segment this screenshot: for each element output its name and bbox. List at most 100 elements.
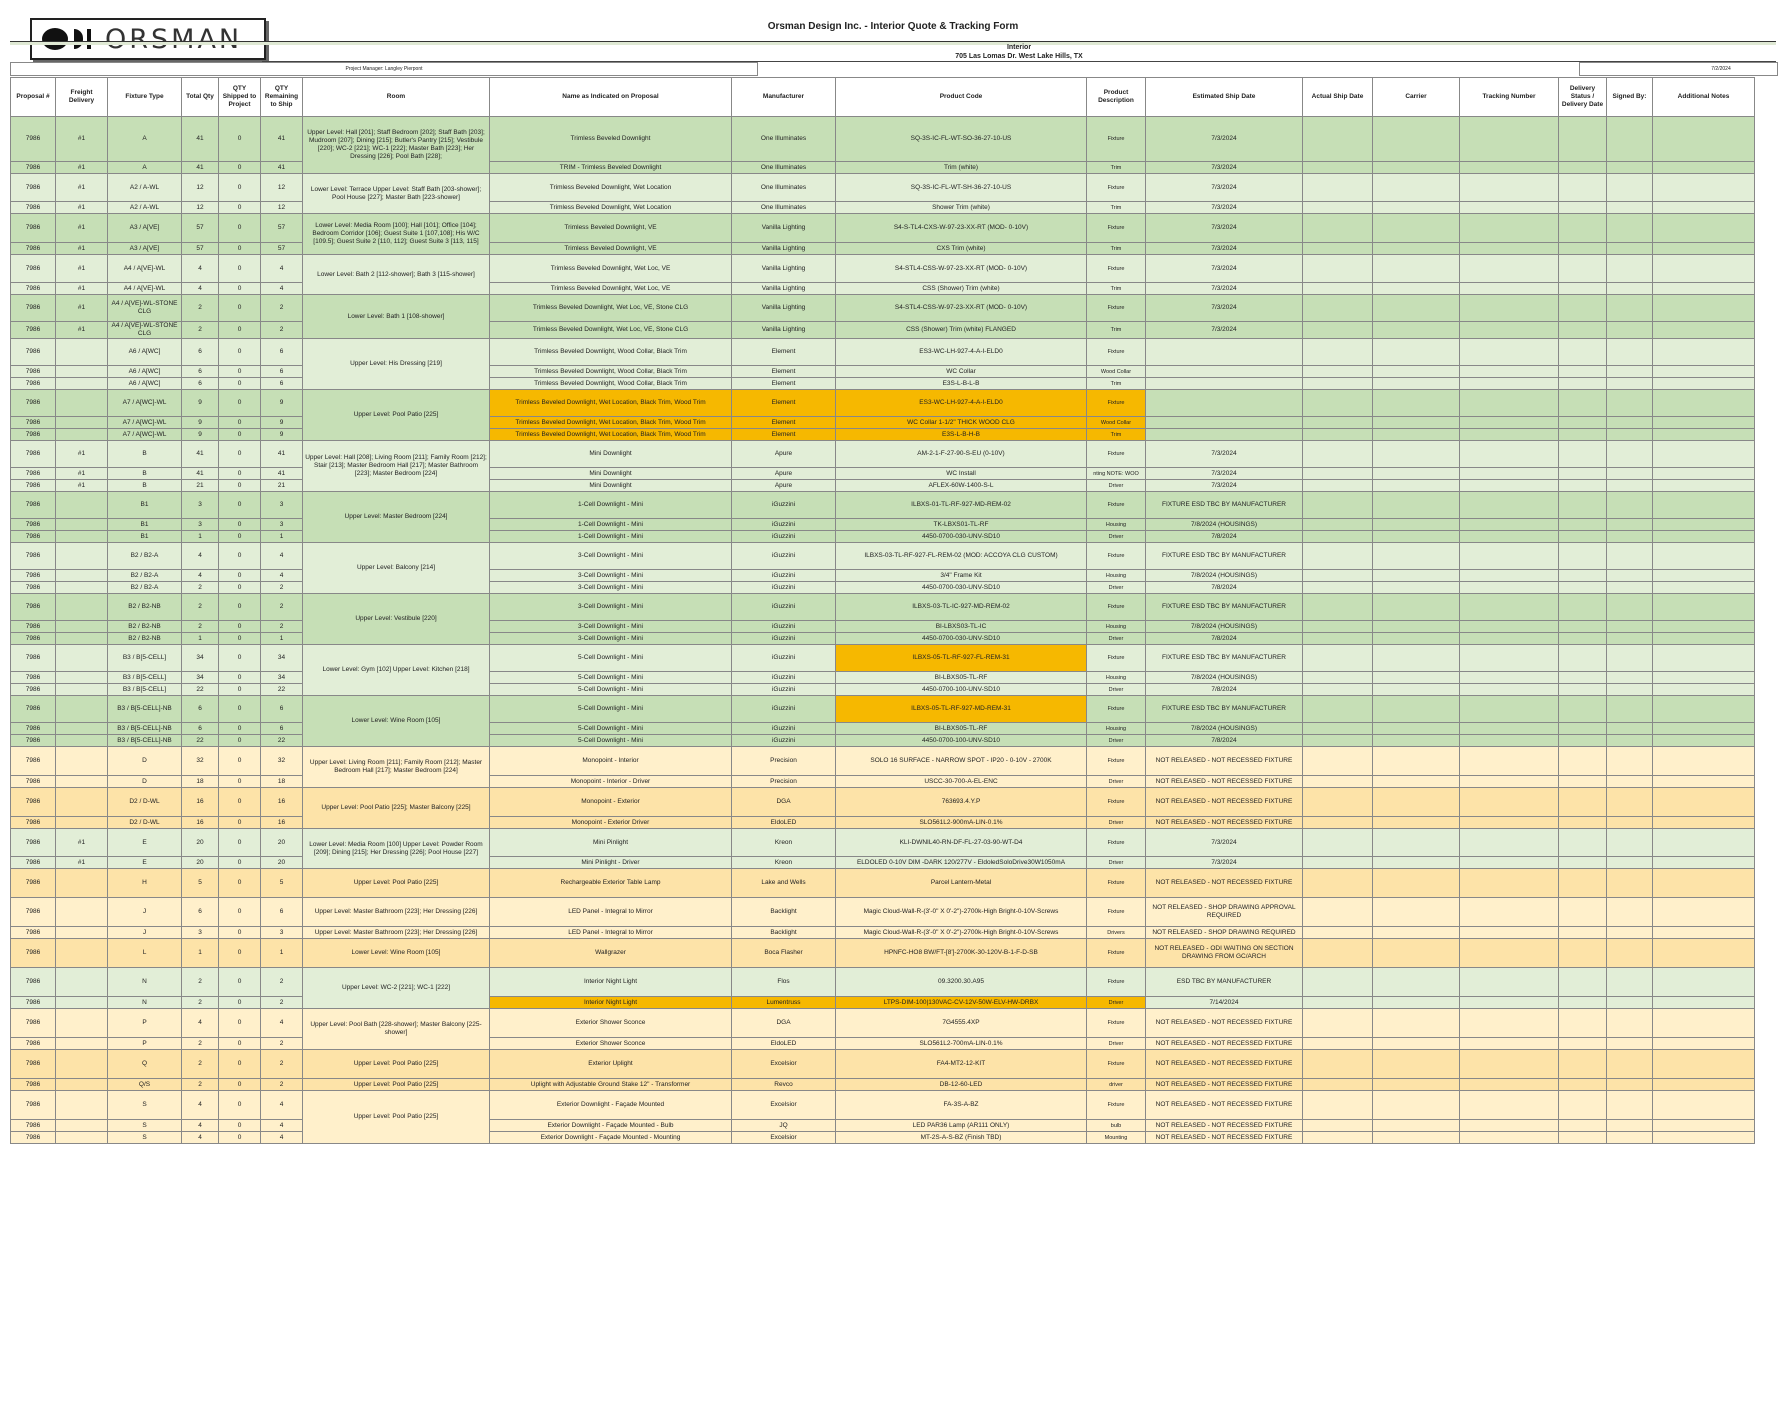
cell-product-description: Trim bbox=[1086, 428, 1146, 441]
cell-actual-ship-date bbox=[1302, 967, 1373, 997]
cell-delivery-status-delivery-date bbox=[1558, 746, 1607, 776]
cell-manufacturer: EldoLED bbox=[731, 816, 836, 829]
cell-delivery-status-delivery-date bbox=[1558, 321, 1607, 339]
cell-freight-delivery bbox=[55, 542, 108, 570]
cell-freight-delivery: #1 bbox=[55, 282, 108, 295]
cell-qty-shipped-to-project: 0 bbox=[218, 428, 261, 441]
table-row: 7986 A7 / A[WC]-WL 9 0 9 Upper Level: Pool Pa… bbox=[10, 389, 1755, 441]
cell-qty-remaining-to-ship: 6 bbox=[260, 695, 303, 723]
cell-product-code: LED PAR36 Lamp (AR111 ONLY) bbox=[835, 1119, 1087, 1132]
cell-actual-ship-date bbox=[1302, 213, 1373, 243]
cell-tracking-number bbox=[1459, 593, 1559, 621]
cell-actual-ship-date bbox=[1302, 569, 1373, 582]
cell-carrier bbox=[1372, 242, 1460, 255]
cell-qty-remaining-to-ship: 12 bbox=[260, 173, 303, 202]
cell-actual-ship-date bbox=[1302, 816, 1373, 829]
cell-estimated-ship-date: NOT RELEASED - NOT RECESSED FIXTURE bbox=[1145, 1049, 1303, 1079]
cell-total-qty: 4 bbox=[181, 569, 219, 582]
cell-carrier bbox=[1372, 389, 1460, 417]
cell-delivery-status-delivery-date bbox=[1558, 365, 1607, 378]
cell-name-as-indicated-on-proposal: Interior Night Light bbox=[489, 967, 732, 997]
cell-carrier bbox=[1372, 365, 1460, 378]
cell-delivery-status-delivery-date bbox=[1558, 1090, 1607, 1120]
cell-qty-shipped-to-project: 0 bbox=[218, 321, 261, 339]
cell-tracking-number bbox=[1459, 683, 1559, 696]
cell-delivery-status-delivery-date bbox=[1558, 1008, 1607, 1038]
cell-delivery-status-delivery-date bbox=[1558, 467, 1607, 480]
cell-signed-by bbox=[1606, 569, 1653, 582]
cell-estimated-ship-date bbox=[1145, 365, 1303, 378]
project-address: 705 Las Lomas Dr. West Lake Hills, TX bbox=[262, 52, 1776, 62]
cell-qty-remaining-to-ship: 3 bbox=[260, 518, 303, 531]
table-row: 7986 #1 B 41 0 41 Upper Level: Hall [208]; Liv… bbox=[10, 440, 1755, 492]
table-row: 7986 #1 E 20 0 20 Lower Level: Media Room [100… bbox=[10, 828, 1755, 869]
cell-delivery-status-delivery-date bbox=[1558, 254, 1607, 283]
cell-manufacturer: iGuzzini bbox=[731, 593, 836, 621]
cell-manufacturer: Apure bbox=[731, 467, 836, 480]
cell-room: Upper Level: Hall [208]; Living Room [21… bbox=[302, 440, 490, 492]
cell-estimated-ship-date: 7/8/2024 bbox=[1145, 581, 1303, 594]
cell-manufacturer: EldoLED bbox=[731, 1037, 836, 1050]
cell-total-qty: 1 bbox=[181, 530, 219, 543]
cell-proposal: 7986 bbox=[10, 491, 56, 519]
table-row: 7986 B1 1 0 1 1-Cell Downlight - Mini iGuzzini… bbox=[10, 530, 1755, 543]
cell-qty-shipped-to-project: 0 bbox=[218, 787, 261, 817]
cell-qty-remaining-to-ship: 2 bbox=[260, 1078, 303, 1091]
cell-qty-remaining-to-ship: 22 bbox=[260, 683, 303, 696]
cell-actual-ship-date bbox=[1302, 1119, 1373, 1132]
cell-total-qty: 16 bbox=[181, 787, 219, 817]
cell-additional-notes bbox=[1652, 734, 1755, 747]
cell-actual-ship-date bbox=[1302, 856, 1373, 869]
cell-tracking-number bbox=[1459, 632, 1559, 645]
cell-tracking-number bbox=[1459, 996, 1559, 1009]
cell-product-code: FA4-MT2-12-KIT bbox=[835, 1049, 1087, 1079]
cell-freight-delivery bbox=[55, 416, 108, 429]
cell-fixture-type: Q/S bbox=[107, 1078, 182, 1091]
cell-fixture-type: A7 / A[WC]-WL bbox=[107, 389, 182, 417]
cell-delivery-status-delivery-date bbox=[1558, 377, 1607, 390]
cell-total-qty: 4 bbox=[181, 1008, 219, 1038]
cell-signed-by bbox=[1606, 377, 1653, 390]
cell-carrier bbox=[1372, 868, 1460, 898]
table-row: 7986 B3 / B[5-CELL] 34 0 34 Lower Level: Gym … bbox=[10, 644, 1755, 696]
cell-name-as-indicated-on-proposal: Monopoint - Exterior Driver bbox=[489, 816, 732, 829]
cell-tracking-number bbox=[1459, 787, 1559, 817]
cell-additional-notes bbox=[1652, 1008, 1755, 1038]
cell-name-as-indicated-on-proposal: Monopoint - Interior bbox=[489, 746, 732, 776]
cell-qty-shipped-to-project: 0 bbox=[218, 1090, 261, 1120]
cell-tracking-number bbox=[1459, 856, 1559, 869]
cell-total-qty: 41 bbox=[181, 116, 219, 162]
cell-manufacturer: iGuzzini bbox=[731, 671, 836, 684]
cell-actual-ship-date bbox=[1302, 722, 1373, 735]
cell-total-qty: 41 bbox=[181, 467, 219, 480]
cell-fixture-type: J bbox=[107, 897, 182, 927]
cell-total-qty: 12 bbox=[181, 201, 219, 214]
cell-manufacturer: Element bbox=[731, 389, 836, 417]
cell-fixture-type: Q bbox=[107, 1049, 182, 1079]
cell-name-as-indicated-on-proposal: 1-Cell Downlight - Mini bbox=[489, 518, 732, 531]
cell-carrier bbox=[1372, 213, 1460, 243]
cell-signed-by bbox=[1606, 254, 1653, 283]
cell-manufacturer: DGA bbox=[731, 1008, 836, 1038]
cell-tracking-number bbox=[1459, 365, 1559, 378]
cell-estimated-ship-date: NOT RELEASED - NOT RECESSED FIXTURE bbox=[1145, 1008, 1303, 1038]
column-header: Tracking Number bbox=[1459, 77, 1559, 117]
cell-actual-ship-date bbox=[1302, 321, 1373, 339]
cell-proposal: 7986 bbox=[10, 996, 56, 1009]
column-header: Product Code bbox=[835, 77, 1087, 117]
cell-product-code: ILBXS-05-TL-RF-927-FL-REM-31 bbox=[835, 644, 1087, 672]
cell-estimated-ship-date: NOT RELEASED - NOT RECESSED FIXTURE bbox=[1145, 1037, 1303, 1050]
cell-manufacturer: Excelsior bbox=[731, 1049, 836, 1079]
cell-qty-remaining-to-ship: 32 bbox=[260, 746, 303, 776]
cell-qty-shipped-to-project: 0 bbox=[218, 530, 261, 543]
table-row: 7986 A6 / A[WC] 6 0 6 Trimless Beveled Downli… bbox=[10, 377, 1755, 390]
cell-room: Upper Level: Master Bathroom [223]; Her … bbox=[302, 897, 490, 927]
cell-delivery-status-delivery-date bbox=[1558, 938, 1607, 968]
cell-additional-notes bbox=[1652, 1131, 1755, 1144]
cell-estimated-ship-date: FIXTURE ESD TBC BY MANUFACTURER bbox=[1145, 695, 1303, 723]
cell-manufacturer: iGuzzini bbox=[731, 695, 836, 723]
cell-qty-shipped-to-project: 0 bbox=[218, 938, 261, 968]
cell-name-as-indicated-on-proposal: LED Panel - Integral to Mirror bbox=[489, 926, 732, 939]
cell-manufacturer: DGA bbox=[731, 787, 836, 817]
cell-manufacturer: Element bbox=[731, 365, 836, 378]
